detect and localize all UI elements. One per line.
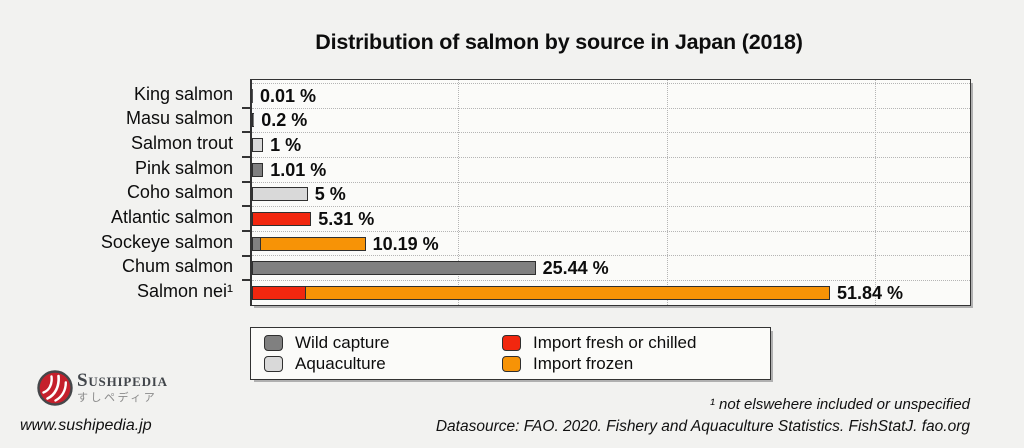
bar-value-label: 51.84 %	[836, 282, 904, 303]
bar	[252, 113, 255, 128]
bar-segment	[253, 163, 263, 176]
bar-segment	[253, 262, 535, 275]
legend-box: Wild capture Aquaculture Import fresh or c…	[250, 327, 771, 380]
legend-item: Aquaculture	[264, 354, 502, 374]
category-label: Salmon trout	[130, 133, 233, 154]
bar	[252, 88, 253, 103]
category-label: Masu salmon	[125, 108, 233, 129]
bar-segment	[259, 237, 365, 250]
category-label: King salmon	[133, 83, 233, 104]
category-label: Atlantic salmon	[110, 207, 233, 228]
bar	[252, 162, 264, 177]
y-axis-tick	[242, 229, 250, 232]
y-axis-tick	[242, 180, 250, 183]
bar-value-label: 1 %	[270, 135, 302, 156]
category-label: Salmon nei¹	[136, 280, 233, 301]
bar-value-label: 1.01 %	[270, 159, 327, 180]
sushipedia-logo-icon	[37, 370, 73, 406]
bar	[252, 187, 308, 202]
vertical-gridline	[666, 80, 668, 305]
bar-segment	[253, 139, 263, 152]
footnote: ¹ not elswehere included or unspecified	[709, 396, 970, 413]
vertical-gridline	[458, 80, 460, 305]
legend-label: Wild capture	[295, 333, 390, 353]
y-axis-labels: King salmon Masu salmon Salmon trout Pink s…	[0, 79, 240, 306]
datasource: Datasource: FAO. 2020. Fishery and Aquac…	[435, 418, 970, 435]
bar-segment	[253, 213, 311, 226]
legend-swatch	[264, 355, 283, 372]
y-axis-tick	[242, 205, 250, 208]
bar-segment	[305, 286, 829, 299]
legend-item: Import fresh or chilled	[502, 333, 770, 353]
bar-segment	[253, 237, 260, 250]
y-axis-tick	[242, 279, 250, 282]
brand-name: Sushipedia	[77, 370, 168, 391]
category-label: Sockeye salmon	[100, 231, 233, 252]
y-axis-tick	[242, 155, 250, 158]
bar-row: 1 %	[252, 132, 970, 157]
bar	[252, 236, 366, 251]
bar	[252, 212, 312, 227]
bar-segment	[253, 286, 306, 299]
category-label: Coho salmon	[126, 182, 233, 203]
legend-swatch	[502, 335, 521, 352]
bar-value-label: 25.44 %	[542, 258, 609, 279]
legend-label: Aquaculture	[295, 353, 386, 373]
bar-value-label: 0.2 %	[261, 110, 308, 131]
bar-segment	[253, 188, 307, 201]
bar-value-label: 5 %	[314, 184, 346, 205]
bar-value-label: 0.01 %	[260, 85, 317, 106]
plot-inner: 0.01 % 0.2 % 1 % 1.01 % 5 % 5.31 % 10.19 % 25.4…	[242, 80, 970, 305]
bar-row: 5 %	[252, 181, 970, 207]
bar-value-label: 10.19 %	[372, 233, 439, 254]
bar-value-label: 5.31 %	[318, 209, 375, 230]
legend-swatch	[502, 355, 521, 372]
bar	[252, 261, 536, 276]
category-label: Chum salmon	[121, 256, 233, 277]
y-axis-tick	[242, 106, 250, 109]
bar	[252, 138, 264, 153]
plot-area: 0.01 % 0.2 % 1 % 1.01 % 5 % 5.31 % 10.19 % 25.4…	[242, 79, 971, 306]
y-axis-tick	[242, 131, 250, 134]
brand-name-japanese: すしペディア	[77, 391, 158, 404]
bar	[252, 285, 830, 300]
legend-swatch	[264, 335, 283, 352]
legend-label: Import fresh or chilled	[533, 333, 697, 353]
site-url: www.sushipedia.jp	[20, 417, 152, 434]
y-axis-tick	[242, 254, 250, 257]
legend-item: Wild capture	[264, 333, 502, 353]
bar-row: 5.31 %	[252, 206, 970, 231]
bar-row: 51.84 %	[252, 280, 970, 305]
category-label: Pink salmon	[134, 157, 233, 178]
vertical-gridline	[875, 80, 877, 305]
legend-label: Import frozen	[533, 353, 634, 373]
bar-row: 0.2 %	[252, 107, 970, 133]
bar-row: 1.01 %	[252, 156, 970, 182]
bar-row: 10.19 %	[252, 230, 970, 256]
legend-item: Import frozen	[502, 354, 770, 374]
bar-row: 0.01 %	[252, 83, 970, 108]
chart-title: Distribution of salmon by source in Japa…	[315, 30, 803, 54]
bar-row: 25.44 %	[252, 255, 970, 280]
brand-text: Sushipedia すしペディア	[77, 371, 168, 404]
